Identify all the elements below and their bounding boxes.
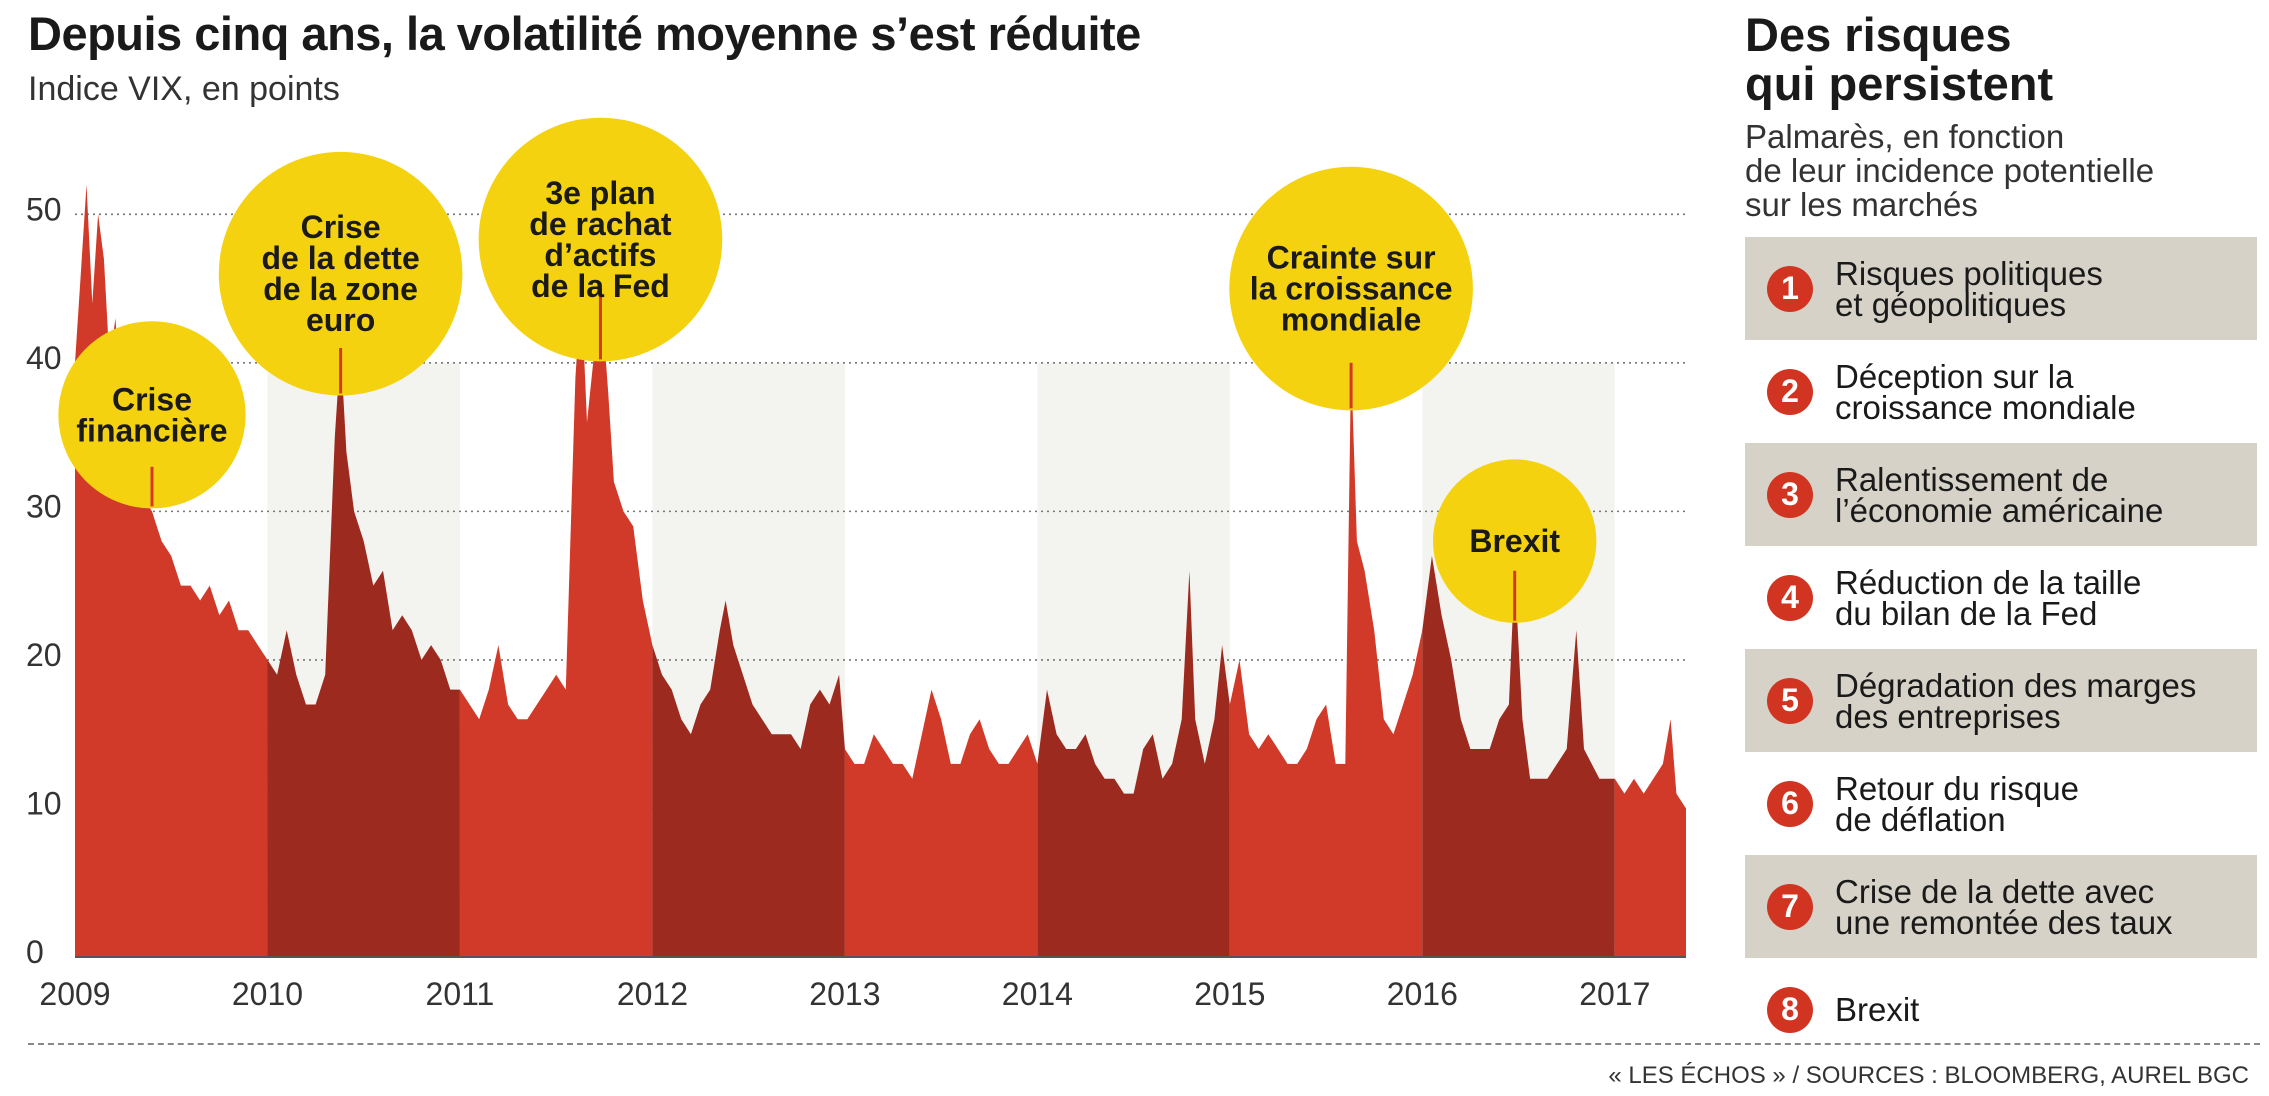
side-panel-subtitle: Palmarès, en fonction de leur incidence …: [1745, 120, 2154, 222]
vix-area-segment: [1422, 555, 1615, 957]
vix-area-segment: [652, 600, 845, 957]
risk-ranking-list: 1 Risques politiques et géopolitiques 2 …: [1745, 237, 2257, 1061]
x-tick-label: 2013: [809, 976, 880, 1012]
risk-rank-badge: 1: [1767, 265, 1813, 312]
bubble-label: Crise financière: [76, 381, 227, 448]
x-tick-label: 2016: [1387, 976, 1458, 1012]
vix-area: [75, 184, 1686, 958]
vix-area-segment: [75, 184, 268, 958]
risk-rank-badge: 7: [1767, 883, 1813, 930]
vix-area-chart: 0 10 20 30 40 50 2009 2010 2011 2012 2013 2014 2015…: [26, 117, 1686, 1012]
footer-divider: [28, 1043, 2260, 1045]
x-tick-label: 2010: [232, 976, 303, 1012]
bubble-label: Crainte sur la croissance mondiale: [1250, 240, 1453, 338]
x-tick-label: 2014: [1002, 976, 1073, 1012]
y-tick-label: 20: [26, 637, 62, 673]
risk-label: Risques politiques et géopolitiques: [1835, 254, 2103, 323]
bubble-circle: [58, 321, 246, 509]
risk-item: 3 Ralentissement de l’économie américain…: [1745, 443, 2257, 546]
chart-subtitle: Indice VIX, en points: [28, 70, 340, 108]
bubble-circle: [478, 117, 723, 362]
risk-item: 2 Déception sur la croissance mondiale: [1745, 340, 2257, 443]
vix-area-segment: [1614, 719, 1686, 957]
side-title-line-1: Des risques: [1745, 8, 2012, 61]
risk-item: 6 Retour du risque de déflation: [1745, 752, 2257, 855]
event-bubble: Crainte sur la croissance mondiale: [1229, 166, 1473, 411]
x-tick-label: 2011: [426, 976, 495, 1012]
risk-item: 7 Crise de la dette avec une remontée de…: [1745, 855, 2257, 958]
risk-rank-badge: 5: [1767, 677, 1813, 724]
vix-area-segment: [1037, 570, 1230, 957]
event-bubble: Brexit: [1432, 459, 1597, 623]
vix-area-segment: [267, 348, 460, 957]
risk-rank-badge: 6: [1767, 780, 1813, 827]
x-tick-label: 2009: [39, 976, 110, 1012]
x-axis-ticks: 2009 2010 2011 2012 2013 2014 2015 2016 2017: [39, 976, 1650, 1012]
risk-rank-badge: 4: [1767, 574, 1813, 621]
event-annotations: Crise financière Crise de la dette de la zon…: [58, 117, 1597, 623]
bubble-label: Brexit: [1469, 523, 1560, 559]
bubble-circle: [218, 151, 463, 396]
x-tick-label: 2017: [1579, 976, 1650, 1012]
risk-rank-badge: 3: [1767, 471, 1813, 518]
bubble-circle: [1432, 459, 1597, 623]
event-bubble: Crise de la dette de la zone euro: [218, 151, 463, 396]
risk-rank-badge: 8: [1767, 986, 1813, 1033]
y-tick-label: 30: [26, 488, 62, 524]
risk-item: 1 Risques politiques et géopolitiques: [1745, 237, 2257, 340]
bubble-label: 3e plan de rachat d’actifs de la Fed: [529, 175, 672, 304]
y-tick-label: 0: [26, 934, 44, 970]
side-subtitle-text: Palmarès, en fonction de leur incidence …: [1745, 118, 2155, 223]
vix-area-segment: [459, 288, 653, 957]
risk-label: Ralentissement de l’économie américaine: [1835, 460, 2164, 529]
risk-label: Brexit: [1835, 991, 1920, 1028]
x-tick-label: 2012: [617, 976, 688, 1012]
event-bubble: Crise financière: [58, 321, 246, 509]
x-tick-label: 2015: [1194, 976, 1265, 1012]
risk-label: Retour du risque de déflation: [1835, 769, 2079, 838]
side-title-line-2: qui persistent: [1745, 57, 2054, 110]
chart-title: Depuis cinq ans, la volatilité moyenne s…: [28, 7, 1141, 60]
risk-rank-badge: 2: [1767, 368, 1813, 415]
bubble-circle: [1229, 166, 1473, 411]
risk-label: Déception sur la croissance mondiale: [1835, 357, 2136, 426]
risk-item: 8 Brexit: [1745, 958, 2257, 1061]
vix-area-segment: [844, 689, 1038, 957]
event-bubble: 3e plan de rachat d’actifs de la Fed: [478, 117, 723, 362]
y-tick-label: 50: [26, 191, 62, 227]
side-panel-title: Des risques qui persistent: [1745, 10, 2053, 108]
risk-item: 4 Réduction de la taille du bilan de la …: [1745, 546, 2257, 649]
source-credit: « LES ÉCHOS » / SOURCES : BLOOMBERG, AUR…: [1608, 1062, 2249, 1089]
y-axis-ticks: 0 10 20 30 40 50: [26, 191, 62, 970]
bubble-label: Crise de la dette de la zone euro: [261, 209, 419, 338]
y-tick-label: 40: [26, 340, 62, 376]
risk-item: 5 Dégradation des marges des entreprises: [1745, 649, 2257, 752]
risk-label: Réduction de la taille du bilan de la Fe…: [1835, 563, 2142, 632]
risk-label: Dégradation des marges des entreprises: [1835, 666, 2197, 735]
vix-area-segment: [1229, 362, 1423, 957]
y-tick-label: 10: [26, 785, 62, 821]
risk-label: Crise de la dette avec une remontée des …: [1835, 872, 2173, 941]
